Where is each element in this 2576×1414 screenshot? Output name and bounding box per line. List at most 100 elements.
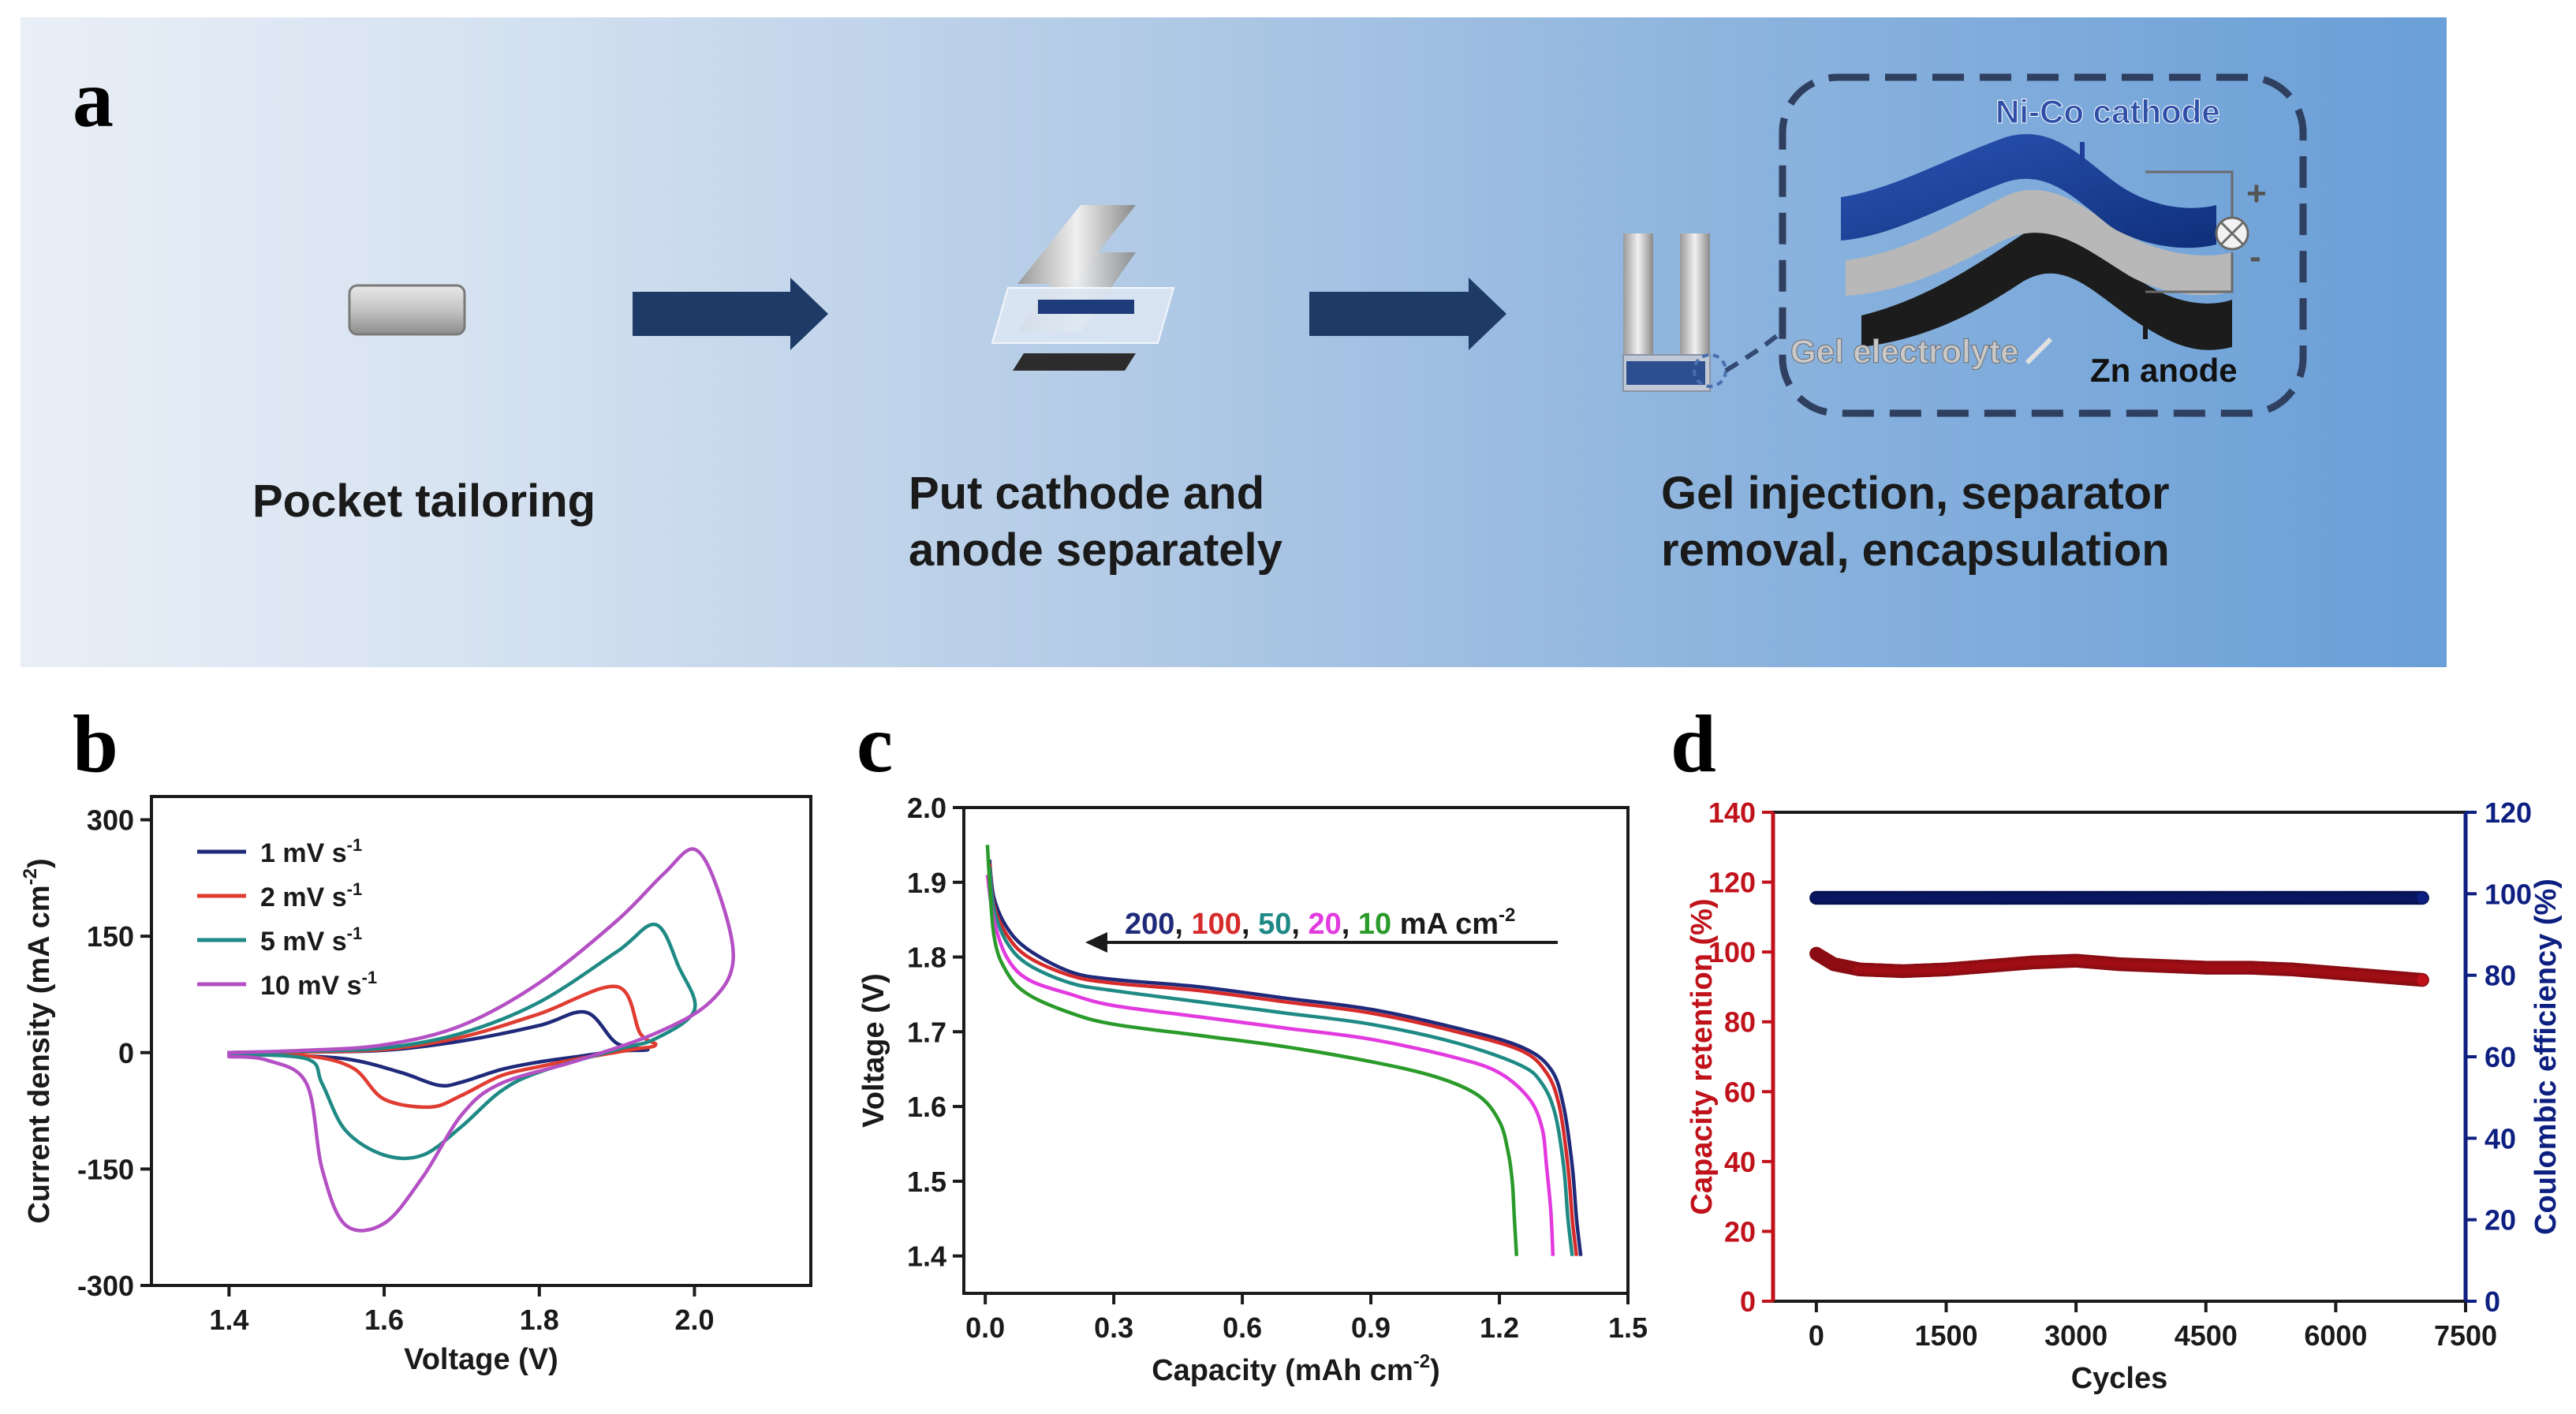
x-axis-label: Voltage (V) [404,1343,558,1376]
retention-point [2362,968,2376,983]
retention-point [1823,954,1837,969]
efficiency-point [1935,890,1950,905]
legend-label-sup: -1 [347,879,363,899]
efficiency-point [1994,890,2009,905]
retention-point [2393,971,2408,986]
retention-point [2195,961,2209,975]
retention-point [1813,949,1827,963]
rate-annotation-part: 200 [1125,908,1174,941]
efficiency-point [2356,890,2371,905]
y-tick-label: 1.5 [907,1166,946,1198]
efficiency-point [2053,890,2067,905]
efficiency-point [1917,890,1932,905]
retention-point [2037,955,2051,969]
efficiency-point [2161,890,2176,905]
efficiency-point [2348,890,2363,905]
retention-point [1846,961,1860,976]
retention-point [2399,972,2414,986]
y-tick-label: 40 [1724,1146,1756,1178]
retention-point [2273,961,2288,976]
retention-point [2004,957,2018,972]
efficiency-point [2376,890,2390,905]
legend-label-text: 2 mV s [260,882,347,912]
y-axis-label-text: Current density (mA cm [23,885,56,1223]
retention-point [2297,963,2312,978]
retention-point [1817,951,1831,966]
retention-point [1851,962,1866,976]
retention-point [2397,972,2412,986]
efficiency-point [2120,890,2134,905]
retention-point [1895,964,1910,979]
efficiency-point [1961,890,1975,905]
efficiency-point [2373,890,2388,905]
retention-point [2161,959,2176,973]
zoomed-electrode-icon [1841,134,2249,365]
retention-point [1919,963,1934,978]
efficiency-point [2268,890,2282,905]
retention-point [2381,970,2396,984]
retention-point [1836,959,1850,973]
retention-point [2167,959,2182,974]
efficiency-point [2252,890,2266,905]
efficiency-point [2031,890,2046,905]
retention-point [1835,959,1850,973]
retention-point [2265,961,2280,976]
retention-point [2401,972,2416,986]
retention-point [2053,954,2067,968]
retention-point [2343,967,2357,981]
retention-point [1982,959,1997,973]
rate-annotation-part: 50 [1258,908,1291,941]
retention-point [2216,961,2231,975]
retention-point [1858,962,1872,977]
efficiency-point [2018,890,2033,905]
efficiency-point [1821,890,1835,905]
retention-point [1825,956,1839,971]
y-tick-label: 0 [1740,1285,1756,1318]
retention-point [1907,964,1922,978]
efficiency-point [2156,890,2170,905]
efficiency-point [2244,890,2258,905]
efficiency-point [1870,890,1884,905]
cathode-label: Ni-Co cathode [1995,93,2220,130]
retention-point [1929,963,1943,977]
efficiency-point [2232,890,2246,905]
efficiency-point [2401,890,2416,905]
efficiency-point [2208,890,2223,905]
efficiency-point [1969,890,1983,905]
discharge-curve-50 [987,867,1574,1256]
efficiency-point [1923,890,1938,905]
retention-point [1941,962,1955,976]
retention-point [2295,963,2309,978]
retention-point [2380,970,2394,984]
retention-point [2045,954,2059,969]
retention-point [2153,959,2168,973]
retention-point [2191,960,2205,975]
efficiency-point [2106,890,2121,905]
efficiency-point [1841,890,1855,905]
efficiency-point [2033,890,2048,905]
retention-point [2275,962,2290,976]
retention-point [2269,961,2284,976]
retention-point [1830,957,1845,972]
retention-point [2305,964,2320,979]
efficiency-point [1998,890,2013,905]
efficiency-point [1872,890,1887,905]
retention-point [2335,966,2349,981]
y2-tick-label: 100 [2485,878,2532,910]
retention-point [1882,964,1896,978]
retention-point [1998,957,2013,972]
efficiency-point [1996,890,2010,905]
retention-point [2102,956,2117,971]
retention-point [1935,962,1950,977]
retention-point [2163,959,2178,974]
retention-point [2242,961,2257,975]
efficiency-point [2086,890,2101,905]
efficiency-point [1921,890,1936,905]
retention-point [2348,967,2363,982]
electrode-assembly-icon [991,205,1175,371]
efficiency-point [2141,890,2156,905]
retention-point [1827,957,1841,972]
retention-point [2324,965,2339,980]
efficiency-point [1899,890,1914,905]
efficiency-point [2167,890,2182,905]
